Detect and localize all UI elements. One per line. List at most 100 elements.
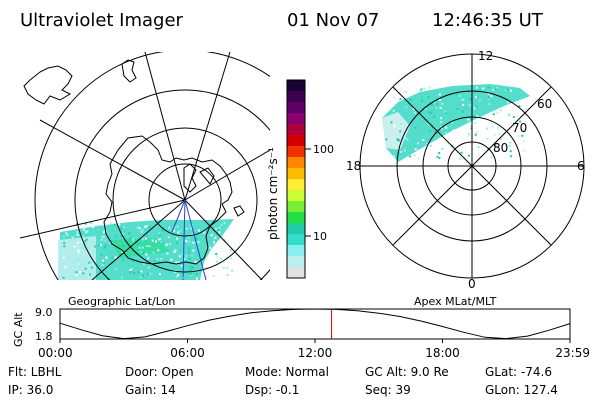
aurora-pixel xyxy=(62,256,65,259)
aurora-pixel xyxy=(144,225,147,228)
aurora-pixel xyxy=(227,226,230,229)
aurora-pixel xyxy=(157,249,160,252)
geographic-panel-label: Geographic Lat/Lon xyxy=(68,295,175,308)
aurora-pixel xyxy=(427,96,430,99)
status-door: Door: Open xyxy=(125,365,194,379)
aurora-pixel xyxy=(460,151,463,154)
aurora-pixel xyxy=(417,142,419,145)
aurora-pixel xyxy=(476,115,479,118)
aurora-pixel xyxy=(469,97,472,100)
aurora-pixel xyxy=(396,88,399,90)
aurora-pixel xyxy=(140,230,143,233)
altitude-y-tick: 1.8 xyxy=(35,330,53,343)
gc-altitude-chart: GC Alt 9.0 1.8 00:00 06:00 12:00 18:00 23:59 xyxy=(12,306,590,360)
aurora-pixel xyxy=(194,260,197,263)
aurora-pixel xyxy=(104,239,107,242)
aurora-pixel xyxy=(160,241,163,243)
aurora-pixel xyxy=(441,137,443,140)
aurora-pixel xyxy=(176,237,179,240)
colorbar-cell xyxy=(287,190,305,202)
aurora-pixel xyxy=(444,110,447,113)
instrument-title: Ultraviolet Imager xyxy=(20,10,184,31)
aurora-pixel xyxy=(399,130,402,133)
colorbar-cell xyxy=(287,245,305,257)
aurora-pixel xyxy=(506,88,509,91)
aurora-pixel xyxy=(100,253,103,256)
aurora-pixel xyxy=(176,242,179,244)
aurora-pixel xyxy=(456,107,459,110)
aurora-pixel xyxy=(62,249,64,252)
aurora-pixel xyxy=(205,267,208,270)
aurora-pixel xyxy=(486,144,489,147)
aurora-pixel xyxy=(384,108,387,111)
aurora-pixel xyxy=(491,151,494,154)
aurora-pixel xyxy=(177,231,180,234)
status-readout: Flt: LBHL IP: 36.0 Door: Open Gain: 14 M… xyxy=(8,365,558,397)
aurora-pixel xyxy=(477,117,480,120)
aurora-pixel xyxy=(123,226,126,229)
aurora-pixel xyxy=(400,141,403,144)
aurora-pixel xyxy=(216,251,219,254)
aurora-pixel xyxy=(157,261,160,264)
coastline-fragment xyxy=(233,205,245,217)
aurora-pixel xyxy=(398,139,401,142)
aurora-pixel xyxy=(452,129,455,132)
aurora-pixel xyxy=(132,260,135,263)
aurora-pixel xyxy=(445,126,448,129)
aurora-pixel xyxy=(438,157,441,160)
aurora-pixel xyxy=(108,241,111,244)
geo-meridian xyxy=(144,52,186,201)
aurora-pixel xyxy=(191,241,194,244)
aurora-pixel xyxy=(473,106,476,109)
aurora-pixel xyxy=(223,255,226,258)
aurora-pixel xyxy=(81,240,84,243)
aurora-pixel xyxy=(79,270,82,273)
status-flt: Flt: LBHL xyxy=(8,365,62,379)
colorbar-cell xyxy=(287,201,305,213)
aurora-pixel xyxy=(192,249,195,252)
aurora-pixel xyxy=(132,239,135,242)
aurora-pixel xyxy=(220,257,223,260)
aurora-pixel xyxy=(212,275,215,278)
aurora-pixel xyxy=(492,113,495,116)
aurora-pixel xyxy=(145,253,148,256)
aurora-pixel xyxy=(83,228,85,231)
aurora-pixel xyxy=(523,149,526,152)
aurora-pixel xyxy=(195,273,198,276)
aurora-pixel xyxy=(183,257,186,260)
aurora-pixel xyxy=(113,223,116,226)
geographic-map-panel: Geographic Lat/Lon xyxy=(20,52,270,308)
aurora-pixel xyxy=(451,121,454,124)
aurora-pixel xyxy=(435,106,438,109)
aurora-pixel xyxy=(469,104,472,107)
aurora-pixel xyxy=(77,247,80,250)
colorbar-cell xyxy=(287,91,305,103)
aurora-pixel xyxy=(154,259,157,262)
aurora-pixel xyxy=(441,102,444,105)
aurora-pixel xyxy=(487,98,490,101)
aurora-pixel xyxy=(130,268,133,271)
aurora-pixel xyxy=(132,272,135,275)
aurora-pixel xyxy=(142,262,145,265)
aurora-pixel xyxy=(115,268,118,271)
aurora-pixel xyxy=(440,127,443,130)
aurora-pixel xyxy=(168,226,171,229)
aurora-pixel xyxy=(141,229,144,231)
status-dsp: Dsp: -0.1 xyxy=(245,383,299,397)
aurora-pixel xyxy=(498,152,501,155)
altitude-x-tick-label: 12:00 xyxy=(298,346,333,360)
aurora-pixel xyxy=(76,231,79,234)
aurora-pixel xyxy=(158,234,161,237)
aurora-pixel xyxy=(89,273,92,276)
colorbar-cell xyxy=(287,102,305,114)
aurora-pixel xyxy=(141,246,144,249)
aurora-pixel xyxy=(486,134,489,137)
aurora-pixel xyxy=(428,111,431,114)
aurora-pixel xyxy=(467,103,470,106)
aurora-pixel xyxy=(169,242,172,245)
aurora-pixel xyxy=(496,111,499,114)
aurora-pixel xyxy=(140,250,143,253)
aurora-pixel xyxy=(514,132,517,135)
apex-panel-label: Apex MLat/MLT xyxy=(414,295,497,308)
